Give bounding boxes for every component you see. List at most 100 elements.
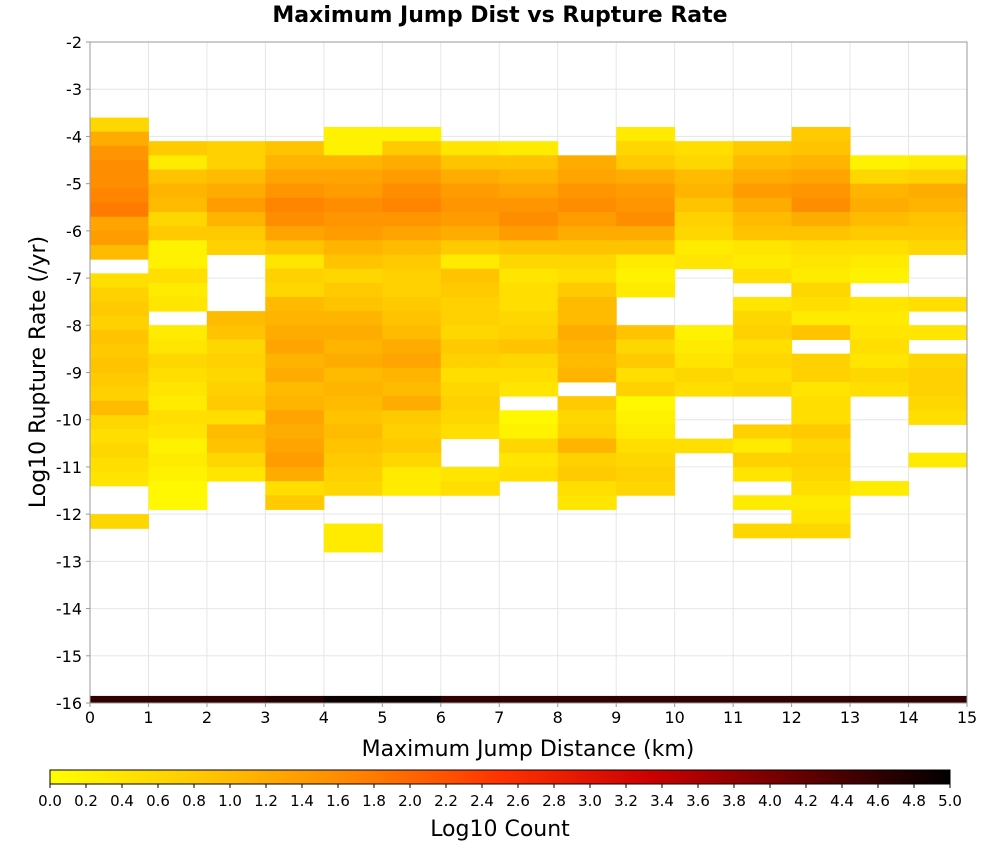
heatmap-cell [733,169,793,185]
heatmap-cell [440,169,500,185]
y-tick-label: -12 [56,505,82,524]
heatmap-cell [791,197,851,213]
colorbar [49,769,951,785]
x-tick-label: 2 [202,708,212,727]
heatmap-cell-bottom [674,695,734,703]
heatmap-cell [557,325,617,340]
heatmap-cell [616,325,676,340]
heatmap-cell [265,424,325,440]
heatmap-cell [382,367,442,383]
heatmap-cell [733,325,793,340]
heatmap-cell-bottom [323,695,383,703]
heatmap-cell [206,169,266,185]
heatmap-cell [382,240,442,255]
heatmap-cell [908,396,968,411]
heatmap-cell [850,481,910,496]
heatmap-cell [440,339,500,355]
colorbar-title: Log10 Count [430,817,570,842]
heatmap-cell [908,155,968,170]
heatmap-cell [499,155,559,170]
heatmap-cell [499,452,559,468]
heatmap-cell [148,183,208,199]
heatmap-cell [791,509,851,525]
heatmap-cell [908,452,968,468]
heatmap-cell [791,282,851,298]
heatmap-cell [733,268,793,284]
y-tick-label: -10 [56,411,82,430]
heatmap-cell [440,311,500,326]
heatmap-cell [908,325,968,340]
heatmap-cell [148,396,208,411]
heatmap-cell [733,466,793,482]
heatmap-cell [323,381,383,397]
heatmap-cell-bottom [616,695,676,703]
heatmap-cell [674,155,734,170]
heatmap-cell [616,268,676,284]
heatmap-cell [90,344,149,359]
heatmap-cell-bottom [148,695,208,703]
heatmap-cell [557,311,617,326]
heatmap-cell [499,183,559,199]
heatmap-cell [265,226,325,241]
heatmap-cell [616,481,676,496]
heatmap-cell [499,325,559,340]
heatmap-cell [265,311,325,326]
y-tick-label: -7 [66,269,82,288]
heatmap-cell [90,216,149,232]
heatmap-cell [382,226,442,241]
heatmap-cell [265,211,325,227]
heatmap-cell [674,353,734,369]
heatmap-cell [499,240,559,255]
x-axis-title: Maximum Jump Distance (km) [362,737,695,762]
heatmap-cell [733,523,793,539]
colorbar-tick-label: 4.8 [902,792,926,810]
heatmap-cell [616,197,676,213]
heatmap-cell [791,452,851,468]
heatmap-cell [265,183,325,199]
heatmap-cell [499,268,559,284]
heatmap-cells [90,117,968,703]
heatmap-cell [323,126,383,142]
heatmap-cell [382,311,442,326]
heatmap-cell [908,183,968,199]
x-tick-label: 13 [840,708,860,727]
colorbar-tick-label: 0.2 [74,792,98,810]
heatmap-cell [440,211,500,227]
heatmap-cell [323,226,383,241]
heatmap-cell [148,141,208,156]
heatmap-cell [382,183,442,199]
colorbar-tick-label: 4.4 [830,792,854,810]
heatmap-cell [674,381,734,397]
heatmap-cell [733,197,793,213]
heatmap-cell [791,211,851,227]
heatmap-cell [850,240,910,255]
y-tick-label: -8 [66,316,82,335]
heatmap-cell [148,438,208,454]
heatmap-cell [265,169,325,185]
y-tick-label: -13 [56,552,82,571]
heatmap-cell [265,155,325,170]
heatmap-cell [616,169,676,185]
heatmap-cell [733,353,793,369]
heatmap-cell [206,410,266,425]
heatmap-cell [440,367,500,383]
heatmap-cell [499,367,559,383]
heatmap-cell-bottom [499,695,559,703]
heatmap-cell-bottom [733,695,793,703]
heatmap-cell [733,141,793,156]
heatmap-cell [206,438,266,454]
x-tick-label: 0 [85,708,95,727]
heatmap-cell [850,367,910,383]
heatmap-cell [206,325,266,340]
heatmap-cell [148,155,208,170]
heatmap-cell [499,410,559,425]
heatmap-cell [382,211,442,227]
y-axis: -2 -3 -4 -5 -6 -7 -8 -9 -10 -11 -12 -13 -14 -15 -16 [56,33,90,713]
heatmap-cell [148,353,208,369]
heatmap-cell [791,296,851,312]
heatmap-cell-bottom [265,695,325,703]
y-tick-label: -4 [66,127,82,146]
x-tick-label: 4 [319,708,329,727]
heatmap-cell [382,424,442,440]
heatmap-cell [674,197,734,213]
